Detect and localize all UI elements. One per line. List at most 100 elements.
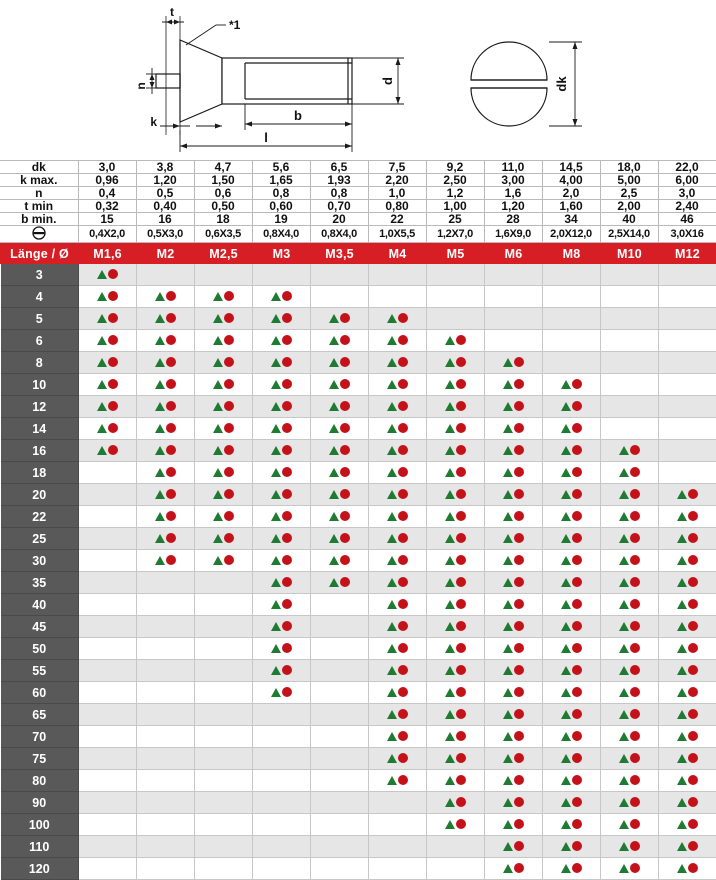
availability-cell[interactable] [369, 462, 427, 484]
availability-cell[interactable] [543, 638, 601, 660]
availability-cell[interactable] [543, 814, 601, 836]
availability-cell[interactable] [485, 528, 543, 550]
availability-cell[interactable] [427, 528, 485, 550]
availability-cell[interactable] [543, 374, 601, 396]
availability-cell[interactable] [601, 440, 659, 462]
availability-cell[interactable] [427, 748, 485, 770]
availability-cell[interactable] [253, 440, 311, 462]
availability-cell[interactable] [369, 418, 427, 440]
availability-cell[interactable] [253, 462, 311, 484]
availability-cell[interactable] [601, 726, 659, 748]
availability-cell[interactable] [195, 418, 253, 440]
availability-cell[interactable] [369, 638, 427, 660]
availability-cell[interactable] [195, 770, 253, 792]
column-header-m5[interactable]: M5 [427, 244, 485, 264]
column-header-m8[interactable]: M8 [543, 244, 601, 264]
availability-cell[interactable] [543, 660, 601, 682]
availability-cell[interactable] [369, 814, 427, 836]
availability-cell[interactable] [79, 682, 137, 704]
availability-cell[interactable] [253, 660, 311, 682]
availability-cell[interactable] [543, 264, 601, 286]
availability-cell[interactable] [195, 506, 253, 528]
availability-cell[interactable] [485, 748, 543, 770]
availability-cell[interactable] [427, 638, 485, 660]
availability-cell[interactable] [195, 638, 253, 660]
availability-cell[interactable] [601, 286, 659, 308]
availability-cell[interactable] [311, 528, 369, 550]
availability-cell[interactable] [659, 682, 716, 704]
availability-cell[interactable] [659, 352, 716, 374]
availability-cell[interactable] [659, 440, 716, 462]
availability-cell[interactable] [543, 440, 601, 462]
availability-cell[interactable] [311, 506, 369, 528]
availability-cell[interactable] [137, 374, 195, 396]
availability-cell[interactable] [601, 638, 659, 660]
availability-cell[interactable] [195, 726, 253, 748]
availability-cell[interactable] [427, 308, 485, 330]
availability-cell[interactable] [253, 572, 311, 594]
availability-cell[interactable] [601, 396, 659, 418]
availability-cell[interactable] [601, 418, 659, 440]
availability-cell[interactable] [485, 858, 543, 880]
availability-cell[interactable] [311, 814, 369, 836]
availability-cell[interactable] [253, 396, 311, 418]
availability-cell[interactable] [427, 836, 485, 858]
availability-cell[interactable] [137, 594, 195, 616]
availability-cell[interactable] [601, 858, 659, 880]
availability-cell[interactable] [659, 462, 716, 484]
availability-cell[interactable] [659, 286, 716, 308]
availability-cell[interactable] [543, 572, 601, 594]
availability-cell[interactable] [601, 814, 659, 836]
availability-cell[interactable] [543, 550, 601, 572]
availability-cell[interactable] [485, 484, 543, 506]
availability-cell[interactable] [311, 308, 369, 330]
availability-cell[interactable] [253, 352, 311, 374]
availability-cell[interactable] [79, 792, 137, 814]
availability-cell[interactable] [195, 396, 253, 418]
availability-cell[interactable] [253, 748, 311, 770]
availability-cell[interactable] [79, 748, 137, 770]
availability-cell[interactable] [195, 308, 253, 330]
availability-cell[interactable] [485, 638, 543, 660]
availability-cell[interactable] [659, 616, 716, 638]
column-header-m35[interactable]: M3,5 [311, 244, 369, 264]
availability-cell[interactable] [253, 506, 311, 528]
availability-cell[interactable] [195, 704, 253, 726]
availability-cell[interactable] [137, 792, 195, 814]
availability-cell[interactable] [311, 484, 369, 506]
availability-cell[interactable] [369, 528, 427, 550]
availability-cell[interactable] [79, 616, 137, 638]
availability-cell[interactable] [601, 770, 659, 792]
availability-cell[interactable] [659, 594, 716, 616]
availability-cell[interactable] [659, 704, 716, 726]
availability-cell[interactable] [311, 638, 369, 660]
availability-cell[interactable] [659, 726, 716, 748]
availability-cell[interactable] [137, 506, 195, 528]
availability-cell[interactable] [427, 814, 485, 836]
availability-cell[interactable] [195, 550, 253, 572]
availability-cell[interactable] [137, 748, 195, 770]
availability-cell[interactable] [253, 550, 311, 572]
availability-cell[interactable] [137, 858, 195, 880]
availability-cell[interactable] [79, 770, 137, 792]
availability-cell[interactable] [543, 594, 601, 616]
availability-cell[interactable] [601, 594, 659, 616]
availability-cell[interactable] [137, 616, 195, 638]
availability-cell[interactable] [253, 638, 311, 660]
availability-cell[interactable] [137, 660, 195, 682]
availability-cell[interactable] [195, 660, 253, 682]
availability-cell[interactable] [79, 704, 137, 726]
availability-cell[interactable] [311, 792, 369, 814]
availability-cell[interactable] [659, 506, 716, 528]
availability-cell[interactable] [543, 704, 601, 726]
availability-cell[interactable] [485, 418, 543, 440]
availability-cell[interactable] [485, 264, 543, 286]
availability-cell[interactable] [659, 770, 716, 792]
availability-cell[interactable] [427, 550, 485, 572]
availability-cell[interactable] [137, 572, 195, 594]
availability-cell[interactable] [137, 440, 195, 462]
availability-cell[interactable] [659, 550, 716, 572]
availability-cell[interactable] [427, 352, 485, 374]
availability-cell[interactable] [485, 550, 543, 572]
availability-cell[interactable] [137, 726, 195, 748]
